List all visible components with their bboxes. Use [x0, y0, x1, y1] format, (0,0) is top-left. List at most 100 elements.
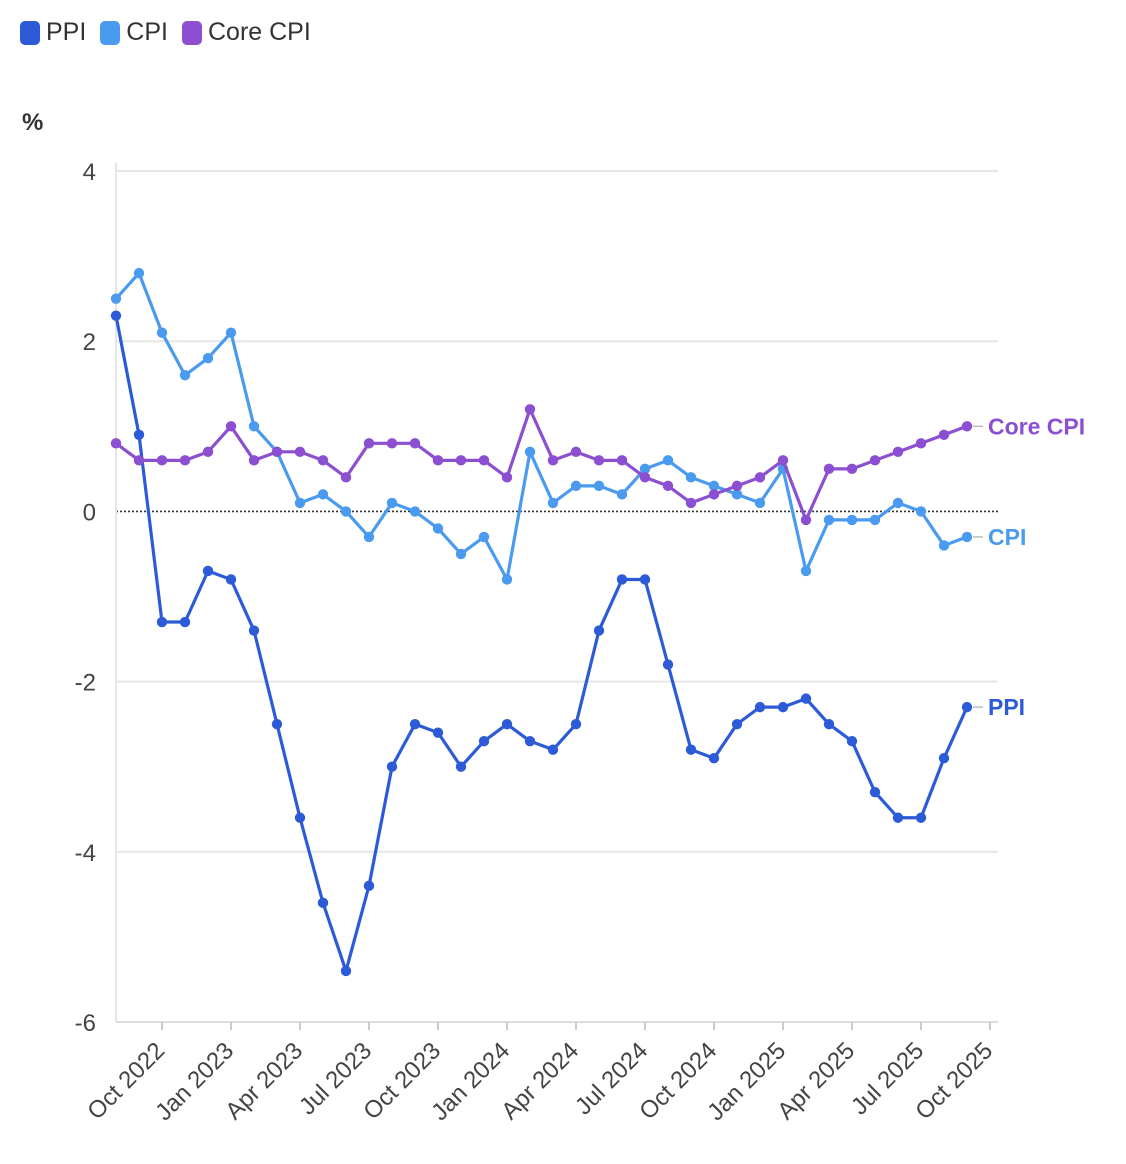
- data-point-ppi: [593, 625, 605, 636]
- data-point-core-cpi: [961, 421, 973, 432]
- data-point-ppi: [800, 693, 812, 704]
- data-point-core-cpi: [363, 438, 375, 449]
- data-point-core-cpi: [524, 404, 536, 415]
- data-point-cpi: [133, 267, 145, 279]
- data-point-cpi: [524, 446, 536, 458]
- data-point-cpi: [317, 489, 329, 500]
- data-point-core-cpi: [869, 455, 881, 466]
- data-point-core-cpi: [340, 472, 352, 483]
- y-tick-label: -2: [75, 670, 96, 697]
- data-point-core-cpi: [777, 455, 789, 466]
- data-point-cpi: [662, 455, 674, 466]
- legend-swatch-core-cpi: [181, 20, 202, 45]
- data-point-ppi: [271, 718, 283, 730]
- legend-item-core-cpi[interactable]: Core CPI: [181, 18, 311, 47]
- y-axis-unit-label: %: [22, 109, 43, 136]
- data-point-core-cpi: [248, 455, 260, 466]
- data-point-core-cpi: [156, 455, 168, 466]
- y-tick-label: 4: [83, 159, 96, 186]
- data-point-ppi: [892, 812, 904, 823]
- data-point-core-cpi: [731, 480, 743, 492]
- legend-label-ppi: PPI: [46, 18, 87, 46]
- data-point-cpi: [156, 327, 168, 338]
- series-core-cpi: Core CPI: [110, 404, 1085, 526]
- data-point-ppi: [455, 761, 467, 772]
- end-label-cpi: CPI: [988, 524, 1026, 550]
- data-point-cpi: [708, 480, 720, 492]
- data-point-cpi: [432, 523, 444, 534]
- data-point-ppi: [547, 744, 559, 755]
- data-point-ppi: [708, 752, 720, 764]
- data-point-core-cpi: [616, 455, 628, 466]
- data-point-ppi: [524, 735, 536, 747]
- data-point-cpi: [570, 480, 582, 492]
- data-point-cpi: [478, 531, 490, 543]
- data-point-cpi: [800, 565, 812, 577]
- y-tick-label: -6: [75, 1010, 96, 1037]
- data-point-ppi: [915, 812, 927, 823]
- data-point-ppi: [202, 565, 214, 577]
- data-point-core-cpi: [915, 438, 927, 449]
- data-point-ppi: [317, 897, 329, 909]
- series-line-ppi: [114, 314, 969, 973]
- series-line-core-cpi: [114, 407, 969, 522]
- data-point-cpi: [248, 421, 260, 432]
- data-point-core-cpi: [271, 446, 283, 458]
- legend-item-cpi[interactable]: CPI: [100, 18, 168, 47]
- data-point-core-cpi: [593, 455, 605, 466]
- x-tick-label: Apr 2023: [220, 1037, 308, 1125]
- data-point-ppi: [133, 429, 145, 441]
- data-point-core-cpi: [455, 455, 467, 466]
- data-point-ppi: [869, 787, 881, 798]
- series-ppi: PPI: [110, 310, 1025, 977]
- data-point-core-cpi: [639, 472, 651, 483]
- data-point-ppi: [225, 574, 237, 585]
- end-label-ppi: PPI: [988, 694, 1025, 720]
- data-point-ppi: [731, 718, 743, 730]
- legend-label-core-cpi: Core CPI: [207, 18, 311, 46]
- y-tick-label: -4: [75, 840, 96, 867]
- y-tick-label: 0: [83, 499, 96, 526]
- data-point-core-cpi: [110, 438, 122, 449]
- data-point-core-cpi: [708, 489, 720, 500]
- data-point-cpi: [225, 327, 237, 338]
- data-point-core-cpi: [662, 480, 674, 492]
- data-point-ppi: [363, 880, 375, 892]
- data-point-ppi: [616, 574, 628, 585]
- y-tick-label: 2: [83, 329, 96, 356]
- data-point-cpi: [455, 548, 467, 560]
- data-point-core-cpi: [409, 438, 421, 449]
- x-tick-label: Apr 2025: [772, 1037, 860, 1125]
- data-point-ppi: [340, 965, 352, 977]
- data-point-ppi: [248, 625, 260, 636]
- legend-label-cpi: CPI: [126, 18, 168, 46]
- data-point-cpi: [938, 540, 950, 551]
- data-point-core-cpi: [202, 446, 214, 458]
- data-point-core-cpi: [846, 463, 858, 475]
- data-point-cpi: [593, 480, 605, 492]
- data-point-cpi: [386, 497, 398, 509]
- data-point-cpi: [731, 489, 743, 500]
- data-point-cpi: [685, 472, 697, 483]
- data-point-cpi: [639, 463, 651, 475]
- x-tick-label: Apr 2024: [496, 1037, 584, 1125]
- data-point-core-cpi: [317, 455, 329, 466]
- data-point-ppi: [570, 718, 582, 730]
- data-point-core-cpi: [225, 421, 237, 432]
- data-point-ppi: [432, 727, 444, 738]
- data-point-ppi: [777, 701, 789, 713]
- data-point-core-cpi: [432, 455, 444, 466]
- data-point-core-cpi: [685, 497, 697, 509]
- legend: PPI CPI Core CPI: [20, 18, 311, 47]
- data-point-ppi: [156, 616, 168, 628]
- legend-item-ppi[interactable]: PPI: [20, 18, 86, 47]
- data-point-core-cpi: [133, 455, 145, 466]
- data-point-cpi: [547, 497, 559, 509]
- data-point-core-cpi: [386, 438, 398, 449]
- data-point-ppi: [938, 752, 950, 764]
- data-point-ppi: [409, 718, 421, 730]
- data-point-cpi: [202, 353, 214, 364]
- data-point-ppi: [294, 812, 306, 823]
- data-point-core-cpi: [179, 455, 191, 466]
